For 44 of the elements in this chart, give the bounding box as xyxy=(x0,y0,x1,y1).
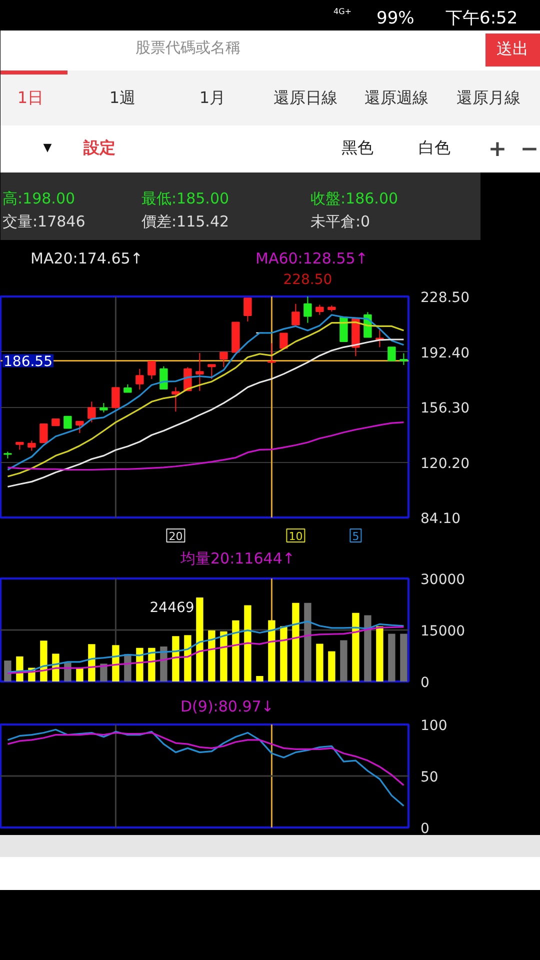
text: MA60:128.55↑ xyxy=(256,250,368,268)
text: 99% xyxy=(376,8,414,28)
text: 1週 xyxy=(109,88,136,107)
text: 4G+ xyxy=(334,7,352,16)
text: 10 xyxy=(288,530,303,543)
text: 1月 xyxy=(199,88,226,107)
y-tick-label: 228.50 xyxy=(420,290,470,306)
y-tick-label: 100 xyxy=(420,718,448,734)
y-tick-label: 0 xyxy=(420,675,430,691)
y-tick-label: 15000 xyxy=(420,624,466,640)
text: + xyxy=(488,137,507,162)
text: 股票代碼或名稱 xyxy=(136,38,240,56)
text: 白色 xyxy=(418,138,450,157)
text: 價差:115.42 xyxy=(142,212,230,230)
text: 最低:185.00 xyxy=(142,190,230,208)
text: 還原月線 xyxy=(456,88,520,107)
y-tick-label: 156.30 xyxy=(420,400,470,416)
text: 還原日線 xyxy=(274,88,338,107)
y-tick-label: 120.20 xyxy=(420,456,470,472)
text: MA20:174.65↑ xyxy=(30,250,143,268)
text: 交量:17846 xyxy=(2,212,86,230)
text: 下午6:52 xyxy=(446,8,518,28)
y-tick-label: 30000 xyxy=(420,572,466,588)
text: − xyxy=(520,137,539,162)
text: 5 xyxy=(352,530,360,543)
series-label: D(9):80.97↓ xyxy=(180,698,274,716)
text: 還原週線 xyxy=(364,88,428,107)
text: 20 xyxy=(168,530,183,543)
text: 228.50 xyxy=(283,272,332,288)
y-tick-label: 50 xyxy=(420,770,438,786)
y-tick-label: 84.10 xyxy=(420,511,461,527)
text: 黑色 xyxy=(342,138,374,157)
text: ▼ xyxy=(43,141,52,154)
text: 收盤:186.00 xyxy=(310,190,398,208)
y-tick-label: 0 xyxy=(420,821,430,837)
ref-line-label: 186.55 xyxy=(4,354,52,370)
text: 未平倉:0 xyxy=(310,212,370,230)
text: 設定 xyxy=(82,138,116,157)
text: 高:198.00 xyxy=(2,190,76,208)
text: 送出 xyxy=(496,39,528,58)
text: 1日 xyxy=(17,88,44,107)
text: 均量20:11644↑ xyxy=(180,550,295,568)
y-tick-label: 192.40 xyxy=(420,345,470,362)
annotation: 24469 xyxy=(150,600,194,616)
